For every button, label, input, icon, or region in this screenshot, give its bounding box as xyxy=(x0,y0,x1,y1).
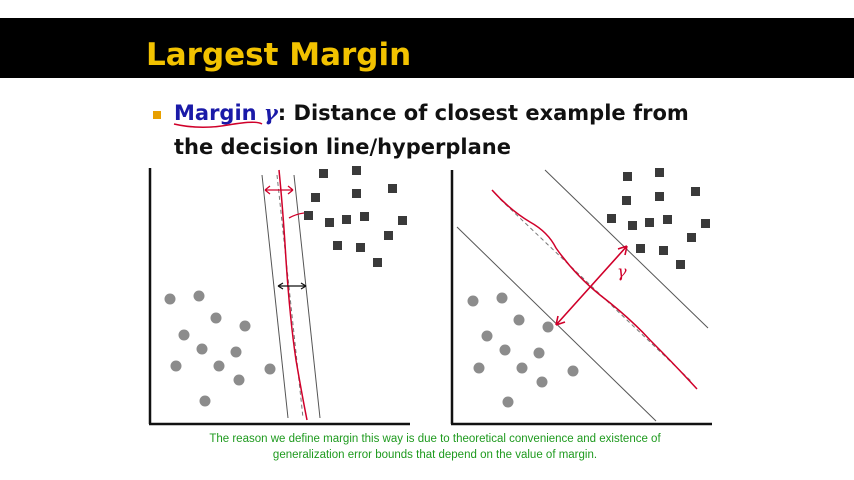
right-circles xyxy=(467,292,579,408)
footnote-line-1: The reason we define margin this way is … xyxy=(209,433,661,445)
title-bar: Largest Margin xyxy=(0,18,854,78)
left-margin-line-1 xyxy=(261,174,289,419)
left-panel xyxy=(148,166,410,426)
margin-underline xyxy=(173,121,263,128)
left-squares xyxy=(304,166,407,267)
left-margin-line-2 xyxy=(293,174,321,419)
right-decision-line xyxy=(499,198,693,383)
right-squares xyxy=(607,168,710,269)
margin-term: Margin xyxy=(174,101,257,125)
right-red-decision-line xyxy=(491,189,698,390)
left-red-decision-line xyxy=(278,169,308,421)
bullet-marker xyxy=(153,111,161,119)
bullet-line-1: Margin γ: Distance of closest example fr… xyxy=(174,100,689,125)
bullet-line-2: the decision line/hyperplane xyxy=(174,135,511,159)
left-black-arrow xyxy=(277,282,307,290)
gamma-symbol: γ xyxy=(263,100,278,125)
left-red-arrow xyxy=(264,185,294,195)
right-margin-arrow xyxy=(555,245,628,326)
slide-title: Largest Margin xyxy=(146,37,412,73)
left-red-stroke xyxy=(288,212,305,219)
margin-definition: : Distance of closest example from xyxy=(277,101,689,125)
left-circles xyxy=(164,290,276,407)
footnote-line-2: generalization error bounds that depend … xyxy=(272,449,598,461)
right-panel: γ xyxy=(450,168,712,426)
right-gamma-label: γ xyxy=(617,262,627,281)
